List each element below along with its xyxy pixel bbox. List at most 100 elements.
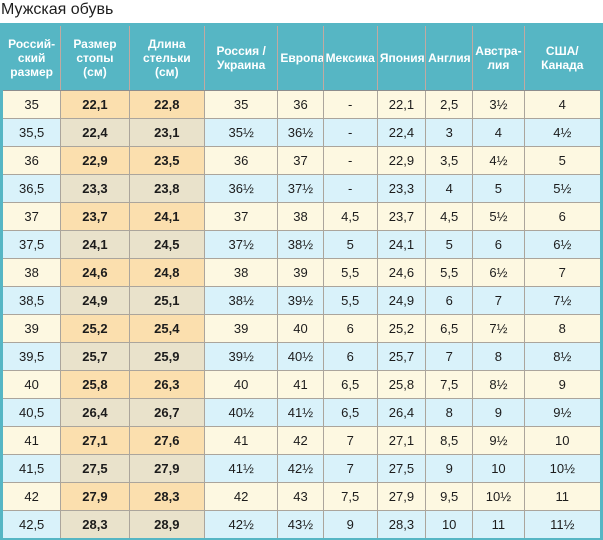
table-cell: 36 xyxy=(203,146,279,175)
table-cell: 39 xyxy=(277,258,324,287)
table-cell: 42½ xyxy=(277,454,324,483)
table-cell: 24,9 xyxy=(60,286,130,315)
table-cell: 25,7 xyxy=(376,342,427,371)
table-cell: 23,5 xyxy=(128,146,205,175)
table-cell: 38 xyxy=(277,202,324,231)
table-cell: 42,5 xyxy=(0,510,62,540)
table-cell: 39½ xyxy=(277,286,324,315)
table-cell: 41½ xyxy=(203,454,279,483)
table-cell: - xyxy=(322,146,378,175)
table-cell: 24,8 xyxy=(128,258,205,287)
table-cell: 27,9 xyxy=(376,482,427,511)
table-body: 35 22,1 22,8 35 36-22,1 2,5 3½ 4 35,5 22,4 23,1 35½… xyxy=(0,90,603,540)
table-cell: 28,3 xyxy=(128,482,205,511)
table-cell: 40½ xyxy=(203,398,279,427)
table-cell: 11 xyxy=(523,482,603,511)
mens-shoe-size-table: Россий-ский размер Размер стопы (см) Дли… xyxy=(0,23,603,540)
table-cell: 24,1 xyxy=(128,202,205,231)
table-cell: 28,3 xyxy=(60,510,130,540)
table-header-row: Россий-ский размер Размер стопы (см) Дли… xyxy=(0,24,603,91)
table-cell: 11 xyxy=(472,510,525,540)
table-cell: 3 xyxy=(425,118,474,147)
table-cell: 23,7 xyxy=(60,202,130,231)
column-header-foot-size: Размер стопы (см) xyxy=(60,24,130,91)
table-cell: 3,5 xyxy=(425,146,474,175)
table-cell: 25,1 xyxy=(128,286,205,315)
table-cell: 40 xyxy=(0,370,62,399)
table-row: 39 25,2 25,4 39 40 6 25,2 6,5 7½ 8 xyxy=(0,314,603,343)
table-cell: 24,6 xyxy=(376,258,427,287)
table-cell: 38½ xyxy=(203,286,279,315)
column-header-insole-length: Длина стельки (см) xyxy=(128,24,205,91)
table-cell: 40 xyxy=(277,314,324,343)
table-cell: 35½ xyxy=(203,118,279,147)
table-cell: 36½ xyxy=(277,118,324,147)
table-cell: 25,4 xyxy=(128,314,205,343)
table-cell: 27,6 xyxy=(128,426,205,455)
table-cell: 22,9 xyxy=(376,146,427,175)
table-cell: 36 xyxy=(277,90,324,119)
table-row: 42,5 28,3 28,9 42½ 43½ 9 28,3 10 11 11½ xyxy=(0,510,603,540)
table-cell: 6,5 xyxy=(322,398,378,427)
table-cell: 24,6 xyxy=(60,258,130,287)
table-cell: 40,5 xyxy=(0,398,62,427)
table-cell: 26,4 xyxy=(60,398,130,427)
column-header-europe: Европа xyxy=(277,24,324,91)
table-cell: 8 xyxy=(472,342,525,371)
table-cell: 39 xyxy=(0,314,62,343)
table-row: 36 22,9 23,5 36 37-22,9 3,5 4½ 5 xyxy=(0,146,603,175)
table-cell: 36 xyxy=(0,146,62,175)
table-cell: 8½ xyxy=(523,342,603,371)
table-cell: 5 xyxy=(472,174,525,203)
table-cell: 43½ xyxy=(277,510,324,540)
table-cell: 28,9 xyxy=(128,510,205,540)
table-cell: 11½ xyxy=(523,510,603,540)
table-cell: 38 xyxy=(0,258,62,287)
table-cell: 36,5 xyxy=(0,174,62,203)
table-cell: 37,5 xyxy=(0,230,62,259)
table-cell: 6,5 xyxy=(322,370,378,399)
table-cell: 42½ xyxy=(203,510,279,540)
table-cell: 27,5 xyxy=(60,454,130,483)
table-cell: 38 xyxy=(203,258,279,287)
table-cell: 40½ xyxy=(277,342,324,371)
table-cell: 22,4 xyxy=(60,118,130,147)
table-cell: - xyxy=(322,90,378,119)
table-cell: 28,3 xyxy=(376,510,427,540)
table-row: 37 23,7 24,1 37 38 4,5 23,7 4,5 5½ 6 xyxy=(0,202,603,231)
table-cell: 37 xyxy=(203,202,279,231)
table-cell: 7 xyxy=(322,426,378,455)
table-cell: 24,1 xyxy=(376,230,427,259)
table-cell: 5 xyxy=(523,146,603,175)
table-cell: 26,7 xyxy=(128,398,205,427)
table-cell: 5,5 xyxy=(322,258,378,287)
table-cell: 5,5 xyxy=(322,286,378,315)
table-row: 39,5 25,7 25,9 39½ 40½ 6 25,7 7 8 8½ xyxy=(0,342,603,371)
table-cell: 22,4 xyxy=(376,118,427,147)
table-row: 36,5 23,3 23,8 36½ 37½ -23,3 4 5 5½ xyxy=(0,174,603,203)
table-cell: 35 xyxy=(0,90,62,119)
table-cell: 5 xyxy=(425,230,474,259)
column-header-mexico: Мексика xyxy=(322,24,378,91)
table-cell: 37 xyxy=(277,146,324,175)
table-cell: 37½ xyxy=(277,174,324,203)
table-row: 37,5 24,1 24,5 37½ 38½ 5 24,1 5 6 6½ xyxy=(0,230,603,259)
table-cell: 9 xyxy=(523,370,603,399)
table-cell: 5 xyxy=(322,230,378,259)
table-cell: 27,9 xyxy=(128,454,205,483)
table-row: 40 25,8 26,3 40 41 6,5 25,8 7,5 8½ 9 xyxy=(0,370,603,399)
table-cell: 8,5 xyxy=(425,426,474,455)
table-cell: 4 xyxy=(523,90,603,119)
table-cell: 41 xyxy=(0,426,62,455)
table-cell: 25,8 xyxy=(60,370,130,399)
table-row: 35 22,1 22,8 35 36-22,1 2,5 3½ 4 xyxy=(0,90,603,119)
table-cell: 38½ xyxy=(277,230,324,259)
table-cell: 8½ xyxy=(472,370,525,399)
table-cell: 22,8 xyxy=(128,90,205,119)
table-cell: 7 xyxy=(472,286,525,315)
table-cell: 5½ xyxy=(523,174,603,203)
table-row: 38 24,6 24,8 38 39 5,5 24,6 5,5 6½ 7 xyxy=(0,258,603,287)
table-cell: 6½ xyxy=(472,258,525,287)
table-cell: 9,5 xyxy=(425,482,474,511)
table-cell: 23,3 xyxy=(60,174,130,203)
